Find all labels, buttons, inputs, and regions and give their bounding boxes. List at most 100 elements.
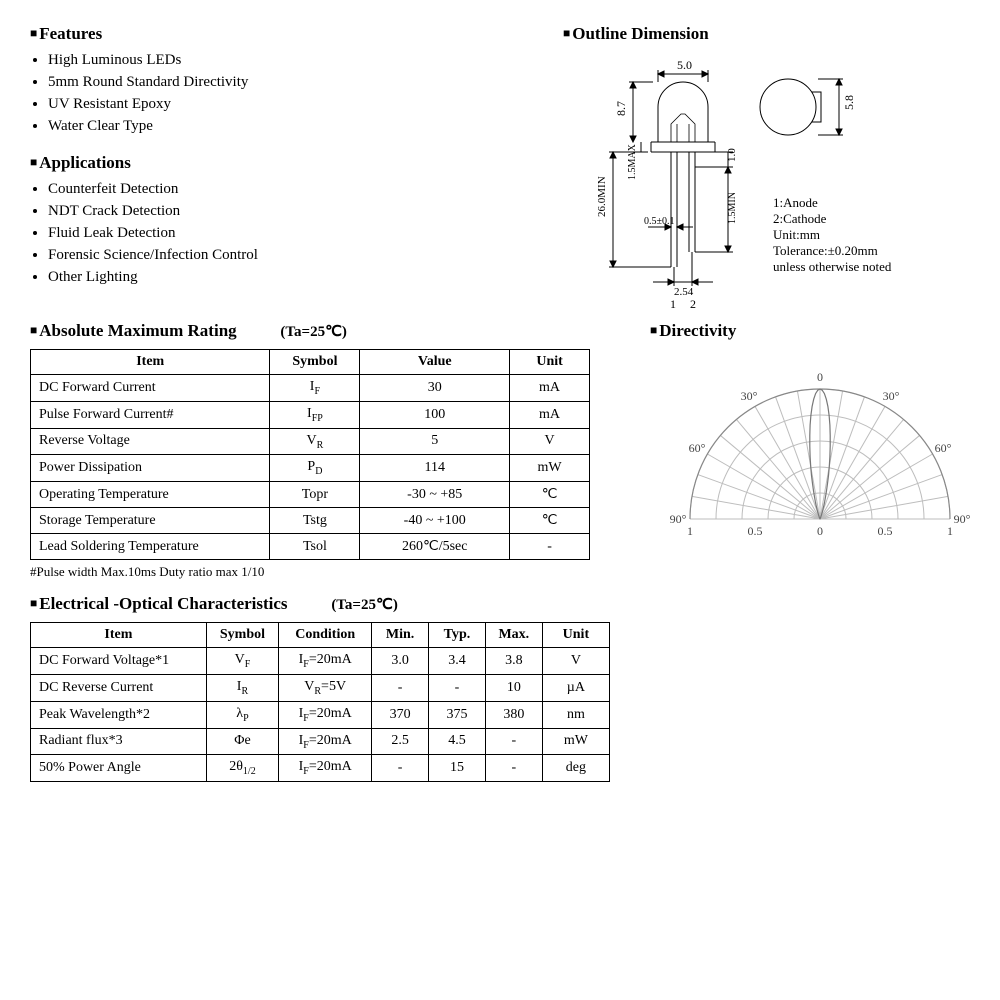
eoc-ta: (Ta=25℃): [331, 595, 398, 614]
table-header: Condition: [279, 623, 372, 648]
outline-note-2: Unit:mm: [773, 227, 820, 242]
table-cell: VF: [206, 648, 278, 675]
table-cell: Radiant flux*3: [31, 728, 207, 755]
table-header: Value: [360, 350, 510, 375]
table-cell: IF=20mA: [279, 648, 372, 675]
table-row: Power DissipationPD114mW: [31, 455, 590, 482]
svg-text:0: 0: [817, 370, 823, 384]
table-cell: V: [542, 648, 609, 675]
table-cell: mW: [542, 728, 609, 755]
table-header: Unit: [542, 623, 609, 648]
table-row: Operating TemperatureTopr-30 ~ +85℃: [31, 482, 590, 508]
table-cell: DC Reverse Current: [31, 674, 207, 701]
pin-1: 1: [670, 297, 676, 311]
svg-text:30°: 30°: [741, 389, 758, 403]
table-header: Symbol: [270, 350, 360, 375]
table-header: Item: [31, 623, 207, 648]
applications-list: Counterfeit Detection NDT Crack Detection…: [48, 181, 563, 286]
table-row: DC Forward CurrentIF30mA: [31, 375, 590, 402]
table-row: DC Reverse CurrentIRVR=5V--10µA: [31, 674, 610, 701]
eoc-table: ItemSymbolConditionMin.Typ.Max.UnitDC Fo…: [30, 622, 610, 782]
svg-text:1: 1: [947, 524, 953, 538]
table-cell: deg: [542, 755, 609, 782]
table-cell: IR: [206, 674, 278, 701]
table-cell: Power Dissipation: [31, 455, 270, 482]
outline-note-0: 1:Anode: [773, 195, 818, 210]
table-cell: Pulse Forward Current#: [31, 401, 270, 428]
table-header: Min.: [372, 623, 429, 648]
list-item: 5mm Round Standard Directivity: [48, 74, 563, 91]
table-cell: -: [485, 728, 542, 755]
table-cell: 3.0: [372, 648, 429, 675]
table-cell: DC Forward Current: [31, 375, 270, 402]
amr-footnote: #Pulse width Max.10ms Duty ratio max 1/1…: [30, 564, 610, 580]
table-cell: 114: [360, 455, 510, 482]
directivity-chart: 90°60°30°030°60°90°10.500.51: [650, 349, 990, 549]
table-cell: DC Forward Voltage*1: [31, 648, 207, 675]
table-row: 50% Power Angle2θ1/2IF=20mA-15-deg: [31, 755, 610, 782]
table-header: Item: [31, 350, 270, 375]
table-cell: 3.8: [485, 648, 542, 675]
table-cell: 2θ1/2: [206, 755, 278, 782]
directivity-heading: ■Directivity: [650, 321, 990, 341]
svg-text:1: 1: [687, 524, 693, 538]
table-cell: IF: [270, 375, 360, 402]
dim-1.5min: 1.5MIN: [727, 192, 738, 224]
applications-heading: ■Applications: [30, 153, 563, 173]
svg-text:90°: 90°: [670, 512, 687, 526]
table-cell: IF=20mA: [279, 755, 372, 782]
pin-2: 2: [690, 297, 696, 311]
table-cell: 50% Power Angle: [31, 755, 207, 782]
table-cell: Φe: [206, 728, 278, 755]
dim-1.0: 1.0: [726, 148, 738, 162]
table-cell: PD: [270, 455, 360, 482]
table-cell: ℃: [510, 482, 590, 508]
table-cell: IF=20mA: [279, 701, 372, 728]
list-item: NDT Crack Detection: [48, 203, 563, 220]
list-item: Forensic Science/Infection Control: [48, 247, 563, 264]
table-cell: -: [429, 674, 486, 701]
dim-1.5max: 1.5MAX: [627, 143, 638, 180]
svg-text:0.5: 0.5: [748, 524, 763, 538]
features-heading: ■Features: [30, 24, 563, 44]
list-item: Other Lighting: [48, 269, 563, 286]
list-item: Fluid Leak Detection: [48, 225, 563, 242]
table-cell: Tstg: [270, 508, 360, 534]
svg-text:30°: 30°: [883, 389, 900, 403]
list-item: Water Clear Type: [48, 118, 563, 135]
table-cell: 4.5: [429, 728, 486, 755]
table-cell: nm: [542, 701, 609, 728]
table-cell: Topr: [270, 482, 360, 508]
table-header: Typ.: [429, 623, 486, 648]
table-cell: 15: [429, 755, 486, 782]
outline-heading: ■Outline Dimension: [563, 24, 970, 44]
outline-note-3: Tolerance:±0.20mm: [773, 243, 878, 258]
table-row: Lead Soldering TemperatureTsol260℃/5sec-: [31, 534, 590, 560]
amr-table: ItemSymbolValueUnitDC Forward CurrentIF3…: [30, 349, 590, 560]
eoc-heading: ■Electrical -Optical Characteristics: [30, 594, 288, 614]
table-header: Symbol: [206, 623, 278, 648]
table-cell: -: [372, 674, 429, 701]
dim-26min: 26.0MIN: [596, 176, 608, 217]
svg-text:0.5: 0.5: [878, 524, 893, 538]
table-cell: VR=5V: [279, 674, 372, 701]
table-cell: V: [510, 428, 590, 455]
svg-text:60°: 60°: [935, 441, 952, 455]
table-cell: VR: [270, 428, 360, 455]
table-cell: 375: [429, 701, 486, 728]
table-cell: µA: [542, 674, 609, 701]
table-cell: mA: [510, 401, 590, 428]
table-cell: ℃: [510, 508, 590, 534]
table-cell: -: [510, 534, 590, 560]
outline-note-1: 2:Cathode: [773, 211, 827, 226]
svg-text:0: 0: [817, 524, 823, 538]
table-row: Storage TemperatureTstg-40 ~ +100℃: [31, 508, 590, 534]
svg-text:60°: 60°: [689, 441, 706, 455]
table-cell: 30: [360, 375, 510, 402]
list-item: Counterfeit Detection: [48, 181, 563, 198]
table-cell: 370: [372, 701, 429, 728]
table-cell: -: [372, 755, 429, 782]
amr-ta: (Ta=25℃): [280, 322, 347, 341]
table-cell: Peak Wavelength*2: [31, 701, 207, 728]
table-cell: 10: [485, 674, 542, 701]
